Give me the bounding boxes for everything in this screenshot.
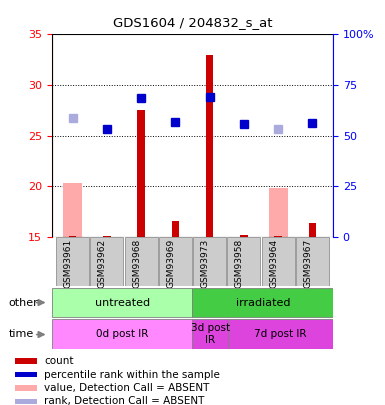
FancyBboxPatch shape: [228, 319, 333, 348]
Text: rank, Detection Call = ABSENT: rank, Detection Call = ABSENT: [44, 396, 205, 405]
Bar: [137, 111, 145, 237]
Bar: [269, 188, 288, 237]
Bar: [309, 223, 316, 237]
Text: GSM93969: GSM93969: [166, 239, 175, 288]
Bar: [69, 236, 76, 237]
FancyBboxPatch shape: [52, 288, 192, 318]
Text: value, Detection Call = ABSENT: value, Detection Call = ABSENT: [44, 383, 210, 393]
FancyBboxPatch shape: [296, 237, 329, 286]
Bar: [172, 221, 179, 237]
Bar: [275, 236, 282, 237]
Text: GSM93961: GSM93961: [64, 239, 72, 288]
Text: 0d post IR: 0d post IR: [96, 329, 149, 339]
FancyBboxPatch shape: [125, 237, 157, 286]
Text: GSM93958: GSM93958: [235, 239, 244, 288]
FancyBboxPatch shape: [159, 237, 192, 286]
Text: GSM93962: GSM93962: [98, 239, 107, 288]
Bar: [15, 385, 37, 390]
Bar: [15, 399, 37, 404]
Text: 7d post IR: 7d post IR: [254, 329, 306, 339]
Bar: [206, 55, 213, 237]
FancyBboxPatch shape: [193, 237, 226, 286]
FancyBboxPatch shape: [192, 319, 228, 348]
FancyBboxPatch shape: [228, 237, 260, 286]
FancyBboxPatch shape: [56, 237, 89, 286]
FancyBboxPatch shape: [192, 288, 333, 318]
Text: 3d post
IR: 3d post IR: [191, 323, 229, 345]
FancyBboxPatch shape: [52, 319, 192, 348]
Text: GSM93964: GSM93964: [269, 239, 278, 288]
Text: GSM93968: GSM93968: [132, 239, 141, 288]
Text: other: other: [8, 298, 38, 307]
Bar: [63, 183, 82, 237]
FancyBboxPatch shape: [262, 237, 295, 286]
Bar: [103, 236, 110, 237]
Bar: [15, 358, 37, 364]
Bar: [15, 372, 37, 377]
Text: GSM93973: GSM93973: [201, 239, 210, 288]
Text: percentile rank within the sample: percentile rank within the sample: [44, 369, 220, 379]
Text: GSM93967: GSM93967: [303, 239, 313, 288]
Text: GDS1604 / 204832_s_at: GDS1604 / 204832_s_at: [113, 16, 272, 29]
Text: time: time: [8, 329, 34, 339]
Text: count: count: [44, 356, 74, 366]
Text: untreated: untreated: [95, 298, 150, 308]
Text: irradiated: irradiated: [236, 298, 290, 308]
FancyBboxPatch shape: [90, 237, 123, 286]
Bar: [240, 235, 248, 237]
